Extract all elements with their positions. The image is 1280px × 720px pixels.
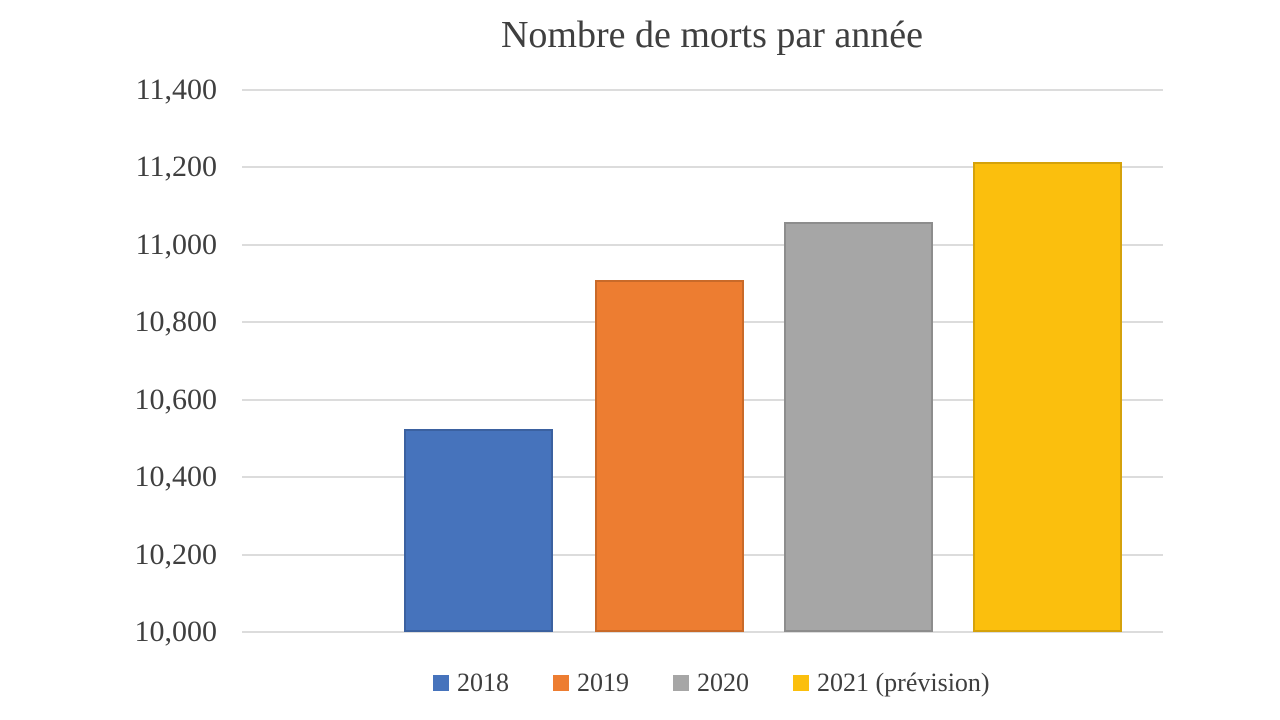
bar-2021 [973, 161, 1122, 632]
legend-swatch-icon [553, 675, 569, 691]
y-tick-label: 10,000 [134, 615, 218, 648]
legend-item: 2018 [433, 668, 509, 698]
legend-swatch-icon [433, 675, 449, 691]
bar-2018 [404, 428, 553, 632]
gridline [242, 631, 1163, 633]
chart-title: Nombre de morts par année [500, 14, 924, 56]
legend-swatch-icon [673, 675, 689, 691]
legend: 2018 2019 2020 2021 (prévision) [433, 664, 990, 702]
legend-label: 2021 (prévision) [817, 668, 990, 697]
y-tick-label: 10,800 [134, 305, 218, 339]
legend-label: 2019 [577, 668, 629, 697]
legend-label: 2020 [697, 668, 749, 697]
gridline [242, 89, 1163, 91]
y-tick-label: 10,600 [134, 382, 218, 416]
bar-2020 [784, 221, 933, 632]
y-tick-label: 10,400 [134, 460, 218, 494]
bar-2019 [595, 279, 744, 632]
legend-item: 2019 [553, 668, 629, 698]
y-tick-label: 10,200 [134, 537, 218, 571]
gridline [242, 166, 1163, 169]
legend-label: 2018 [457, 668, 509, 697]
y-tick-label: 11,000 [135, 227, 217, 261]
legend-swatch-icon [793, 675, 809, 691]
y-tick-label: 11,200 [135, 150, 217, 184]
gridline [242, 243, 1163, 246]
y-tick-label: 11,400 [135, 73, 217, 106]
legend-item: 2021 (prévision) [793, 668, 990, 698]
legend-item: 2020 [673, 668, 749, 698]
plot-area [242, 89, 1163, 633]
